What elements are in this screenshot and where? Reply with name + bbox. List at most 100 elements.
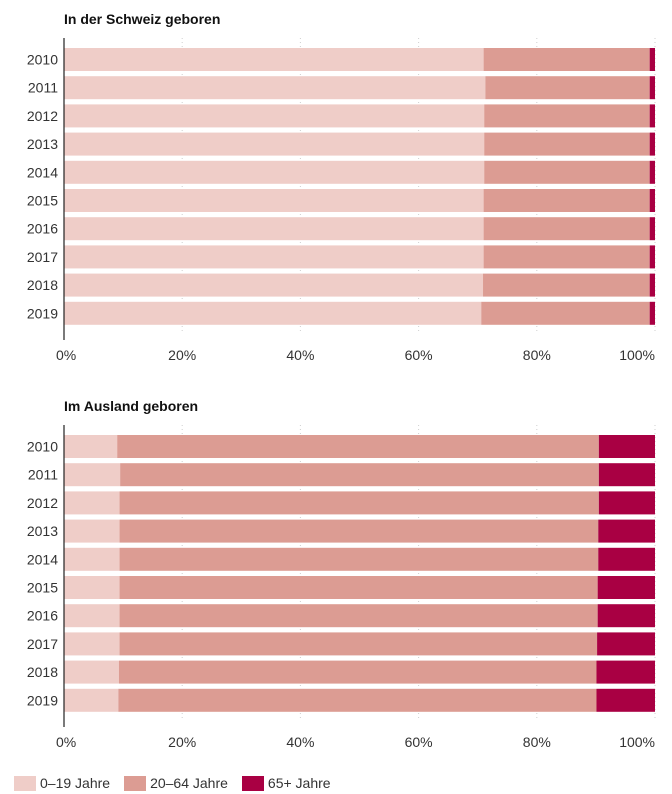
y-tick-label-swiss: 2012 bbox=[27, 108, 58, 124]
bar-swiss-2011-s1 bbox=[485, 76, 650, 100]
bar-swiss-2013-s1 bbox=[484, 132, 650, 156]
bar-foreign-2019-s2 bbox=[596, 688, 655, 712]
x-tick-label-foreign: 20% bbox=[168, 734, 196, 750]
bar-foreign-2010-s1 bbox=[117, 435, 599, 458]
bar-swiss-2012-s2 bbox=[649, 104, 655, 128]
bar-foreign-2018-s2 bbox=[596, 660, 655, 684]
bar-foreign-2013-s1 bbox=[119, 519, 599, 543]
y-tick-label-swiss: 2015 bbox=[27, 193, 58, 209]
bar-foreign-2012-s1 bbox=[119, 491, 599, 515]
y-tick-label-foreign: 2014 bbox=[27, 551, 58, 567]
legend-item-20-64: 20–64 Jahre bbox=[124, 775, 228, 791]
bar-swiss-2016-s0 bbox=[64, 217, 484, 241]
bar-foreign-2018-s0 bbox=[64, 660, 119, 684]
chart-foreign: 0% 20% 40% 60% 80% 100% 2010 2011 2012 2013 2014 20… bbox=[27, 425, 656, 750]
bar-swiss-2013-s2 bbox=[649, 132, 655, 156]
y-tick-label-foreign: 2016 bbox=[27, 608, 58, 624]
legend-item-0-19: 0–19 Jahre bbox=[14, 775, 110, 791]
bar-foreign-2017-s2 bbox=[597, 632, 655, 656]
y-tick-label-swiss: 2018 bbox=[27, 277, 58, 293]
bar-swiss-2010-s1 bbox=[483, 48, 650, 71]
bar-swiss-2017-s0 bbox=[64, 245, 484, 269]
y-tick-label-swiss: 2014 bbox=[27, 164, 58, 180]
x-tick-label-swiss: 40% bbox=[286, 347, 314, 363]
y-tick-label-foreign: 2019 bbox=[27, 692, 58, 708]
bar-swiss-2014-s1 bbox=[484, 160, 650, 184]
x-tick-label-swiss: 60% bbox=[405, 347, 433, 363]
y-tick-label-foreign: 2018 bbox=[27, 664, 58, 680]
bar-swiss-2019-s0 bbox=[64, 301, 482, 325]
x-tick-label-swiss: 20% bbox=[168, 347, 196, 363]
y-tick-label-swiss: 2019 bbox=[27, 305, 58, 321]
x-tick-label-foreign: 60% bbox=[405, 734, 433, 750]
bar-foreign-2019-s1 bbox=[118, 688, 597, 712]
bar-swiss-2012-s1 bbox=[484, 104, 650, 128]
y-tick-label-swiss: 2011 bbox=[28, 80, 58, 96]
bar-swiss-2016-s2 bbox=[649, 217, 655, 241]
x-tick-label-foreign: 40% bbox=[286, 734, 314, 750]
legend-label-0-19: 0–19 Jahre bbox=[40, 775, 111, 791]
legend-swatch-20-64 bbox=[124, 775, 147, 791]
bar-swiss-2017-s2 bbox=[649, 245, 655, 269]
chart-title-swiss-born: In der Schweiz geboren bbox=[64, 11, 221, 27]
x-tick-label-foreign: 80% bbox=[523, 734, 551, 750]
bar-swiss-2011-s2 bbox=[649, 76, 655, 100]
y-tick-label-swiss: 2013 bbox=[27, 136, 58, 152]
chart-swiss: 0% 20% 40% 60% 80% 100% 2010 2011 2012 2013 2014 20… bbox=[27, 38, 656, 363]
bar-foreign-2011-s1 bbox=[120, 463, 599, 487]
bar-foreign-2015-s1 bbox=[119, 576, 598, 599]
bar-swiss-2011-s0 bbox=[64, 76, 486, 100]
y-tick-label-foreign: 2011 bbox=[28, 467, 58, 483]
legend-label-65plus: 65+ Jahre bbox=[267, 775, 331, 791]
bar-swiss-2018-s1 bbox=[483, 273, 650, 297]
chart-title-foreign-born: Im Ausland geboren bbox=[64, 398, 199, 414]
bar-swiss-2012-s0 bbox=[64, 104, 485, 128]
y-tick-label-swiss: 2016 bbox=[27, 221, 58, 237]
bar-swiss-2019-s1 bbox=[481, 301, 650, 325]
x-tick-label-foreign: 100% bbox=[619, 734, 655, 750]
bar-swiss-2010-s2 bbox=[649, 48, 655, 71]
legend-swatch-0-19 bbox=[14, 775, 36, 791]
bar-foreign-2015-s0 bbox=[64, 576, 120, 599]
bar-foreign-2014-s2 bbox=[598, 547, 655, 571]
x-tick-label-swiss: 80% bbox=[523, 347, 551, 363]
bar-foreign-2014-s0 bbox=[64, 547, 120, 571]
bar-swiss-2015-s2 bbox=[649, 189, 655, 212]
bar-foreign-2013-s2 bbox=[598, 519, 655, 543]
bar-foreign-2018-s1 bbox=[118, 660, 597, 684]
legend-swatch-65plus bbox=[241, 775, 264, 791]
x-tick-label-foreign: 0% bbox=[56, 734, 76, 750]
legend: 0–19 Jahre 20–64 Jahre 65+ Jahre bbox=[14, 775, 345, 791]
bar-swiss-2014-s0 bbox=[64, 160, 485, 184]
bar-foreign-2012-s2 bbox=[598, 491, 655, 515]
bar-foreign-2016-s2 bbox=[597, 604, 655, 628]
bar-swiss-2018-s0 bbox=[64, 273, 484, 297]
bar-swiss-2016-s1 bbox=[483, 217, 650, 241]
y-tick-label-swiss: 2010 bbox=[27, 52, 58, 68]
bar-foreign-2014-s1 bbox=[119, 547, 599, 571]
bar-foreign-2010-s2 bbox=[598, 435, 655, 458]
x-tick-label-swiss: 100% bbox=[619, 347, 655, 363]
legend-label-20-64: 20–64 Jahre bbox=[150, 775, 228, 791]
bar-foreign-2017-s0 bbox=[64, 632, 120, 656]
bar-swiss-2014-s2 bbox=[649, 160, 655, 184]
bar-swiss-2010-s0 bbox=[64, 48, 484, 71]
bar-foreign-2010-s0 bbox=[64, 435, 118, 458]
bar-foreign-2012-s0 bbox=[64, 491, 120, 515]
bar-foreign-2016-s0 bbox=[64, 604, 120, 628]
y-tick-label-foreign: 2012 bbox=[27, 495, 58, 511]
bar-foreign-2013-s0 bbox=[64, 519, 120, 543]
bar-swiss-2017-s1 bbox=[483, 245, 650, 269]
bar-swiss-2013-s0 bbox=[64, 132, 485, 156]
y-tick-label-foreign: 2015 bbox=[27, 580, 58, 596]
bar-foreign-2019-s0 bbox=[64, 688, 119, 712]
bar-foreign-2011-s0 bbox=[64, 463, 121, 487]
bar-swiss-2015-s1 bbox=[483, 189, 650, 212]
bar-swiss-2015-s0 bbox=[64, 189, 484, 212]
bar-swiss-2018-s2 bbox=[649, 273, 655, 297]
bar-foreign-2015-s2 bbox=[597, 576, 655, 599]
y-tick-label-swiss: 2017 bbox=[27, 249, 58, 265]
bar-foreign-2016-s1 bbox=[119, 604, 598, 628]
y-tick-label-foreign: 2013 bbox=[27, 523, 58, 539]
